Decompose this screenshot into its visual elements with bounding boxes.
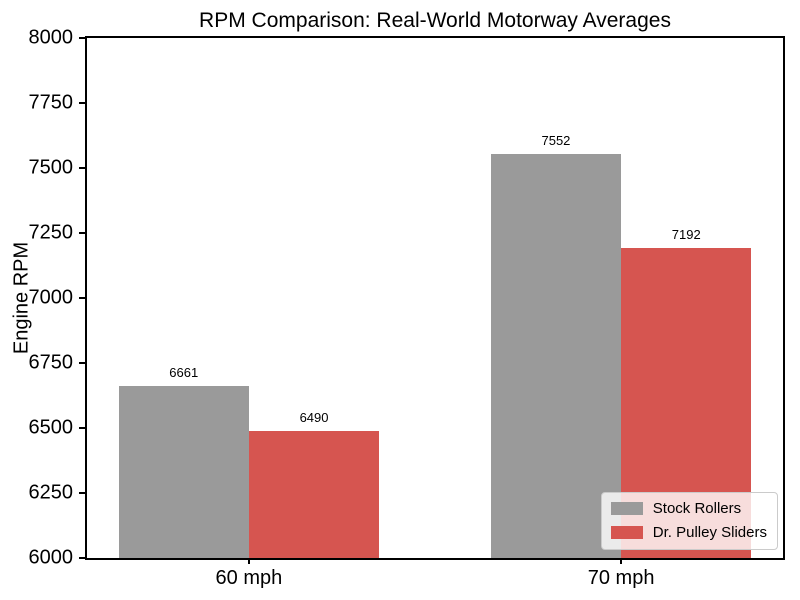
y-tick-mark [79, 427, 85, 429]
bar-value-label: 7552 [541, 133, 571, 149]
plot-area: 6661 6490 7552 7192 Stock Rollers Dr. Pulley … [85, 36, 785, 560]
y-tick-mark [79, 492, 85, 494]
bar-60-mph-dr-pulley-sliders [248, 430, 380, 558]
legend-item-stock-rollers: Stock Rollers [610, 500, 767, 517]
chart-title: RPM Comparison: Real-World Motorway Aver… [199, 9, 671, 32]
x-tick-label: 70 mph [587, 567, 655, 589]
y-tick-label: 7500 [28, 156, 74, 179]
y-tick-label: 6000 [28, 546, 74, 569]
bar-60-mph-stock-rollers [118, 386, 249, 558]
y-tick-mark [79, 102, 85, 104]
legend-swatch-stock-rollers [610, 502, 643, 515]
y-tick-label: 6750 [28, 351, 74, 374]
y-tick-mark [79, 557, 85, 559]
legend-swatch-dr-pulley-sliders [610, 526, 643, 539]
x-tick-mark [620, 558, 623, 564]
y-tick-mark [79, 167, 85, 169]
y-tick-label: 6250 [28, 481, 74, 504]
y-tick-mark [79, 362, 85, 364]
y-tick-label: 6500 [28, 416, 74, 439]
y-tick-label: 7250 [28, 221, 74, 244]
x-tick-label: 60 mph [215, 567, 283, 589]
legend: Stock Rollers Dr. Pulley Sliders [600, 492, 778, 550]
legend-label: Dr. Pulley Sliders [652, 524, 767, 541]
bar-value-label: 7192 [671, 227, 701, 243]
legend-item-dr-pulley-sliders: Dr. Pulley Sliders [610, 524, 767, 541]
bar-value-label: 6661 [169, 365, 199, 381]
y-tick-mark [79, 297, 85, 299]
bar-value-label: 6490 [299, 409, 329, 425]
bar-70-mph-stock-rollers [490, 154, 622, 558]
y-tick-mark [79, 232, 85, 234]
y-tick-label: 7000 [28, 286, 74, 309]
y-tick-mark [79, 37, 85, 39]
y-tick-label: 8000 [28, 26, 74, 49]
x-tick-mark [247, 558, 250, 564]
y-tick-label: 7750 [28, 91, 74, 114]
legend-label: Stock Rollers [652, 500, 742, 517]
